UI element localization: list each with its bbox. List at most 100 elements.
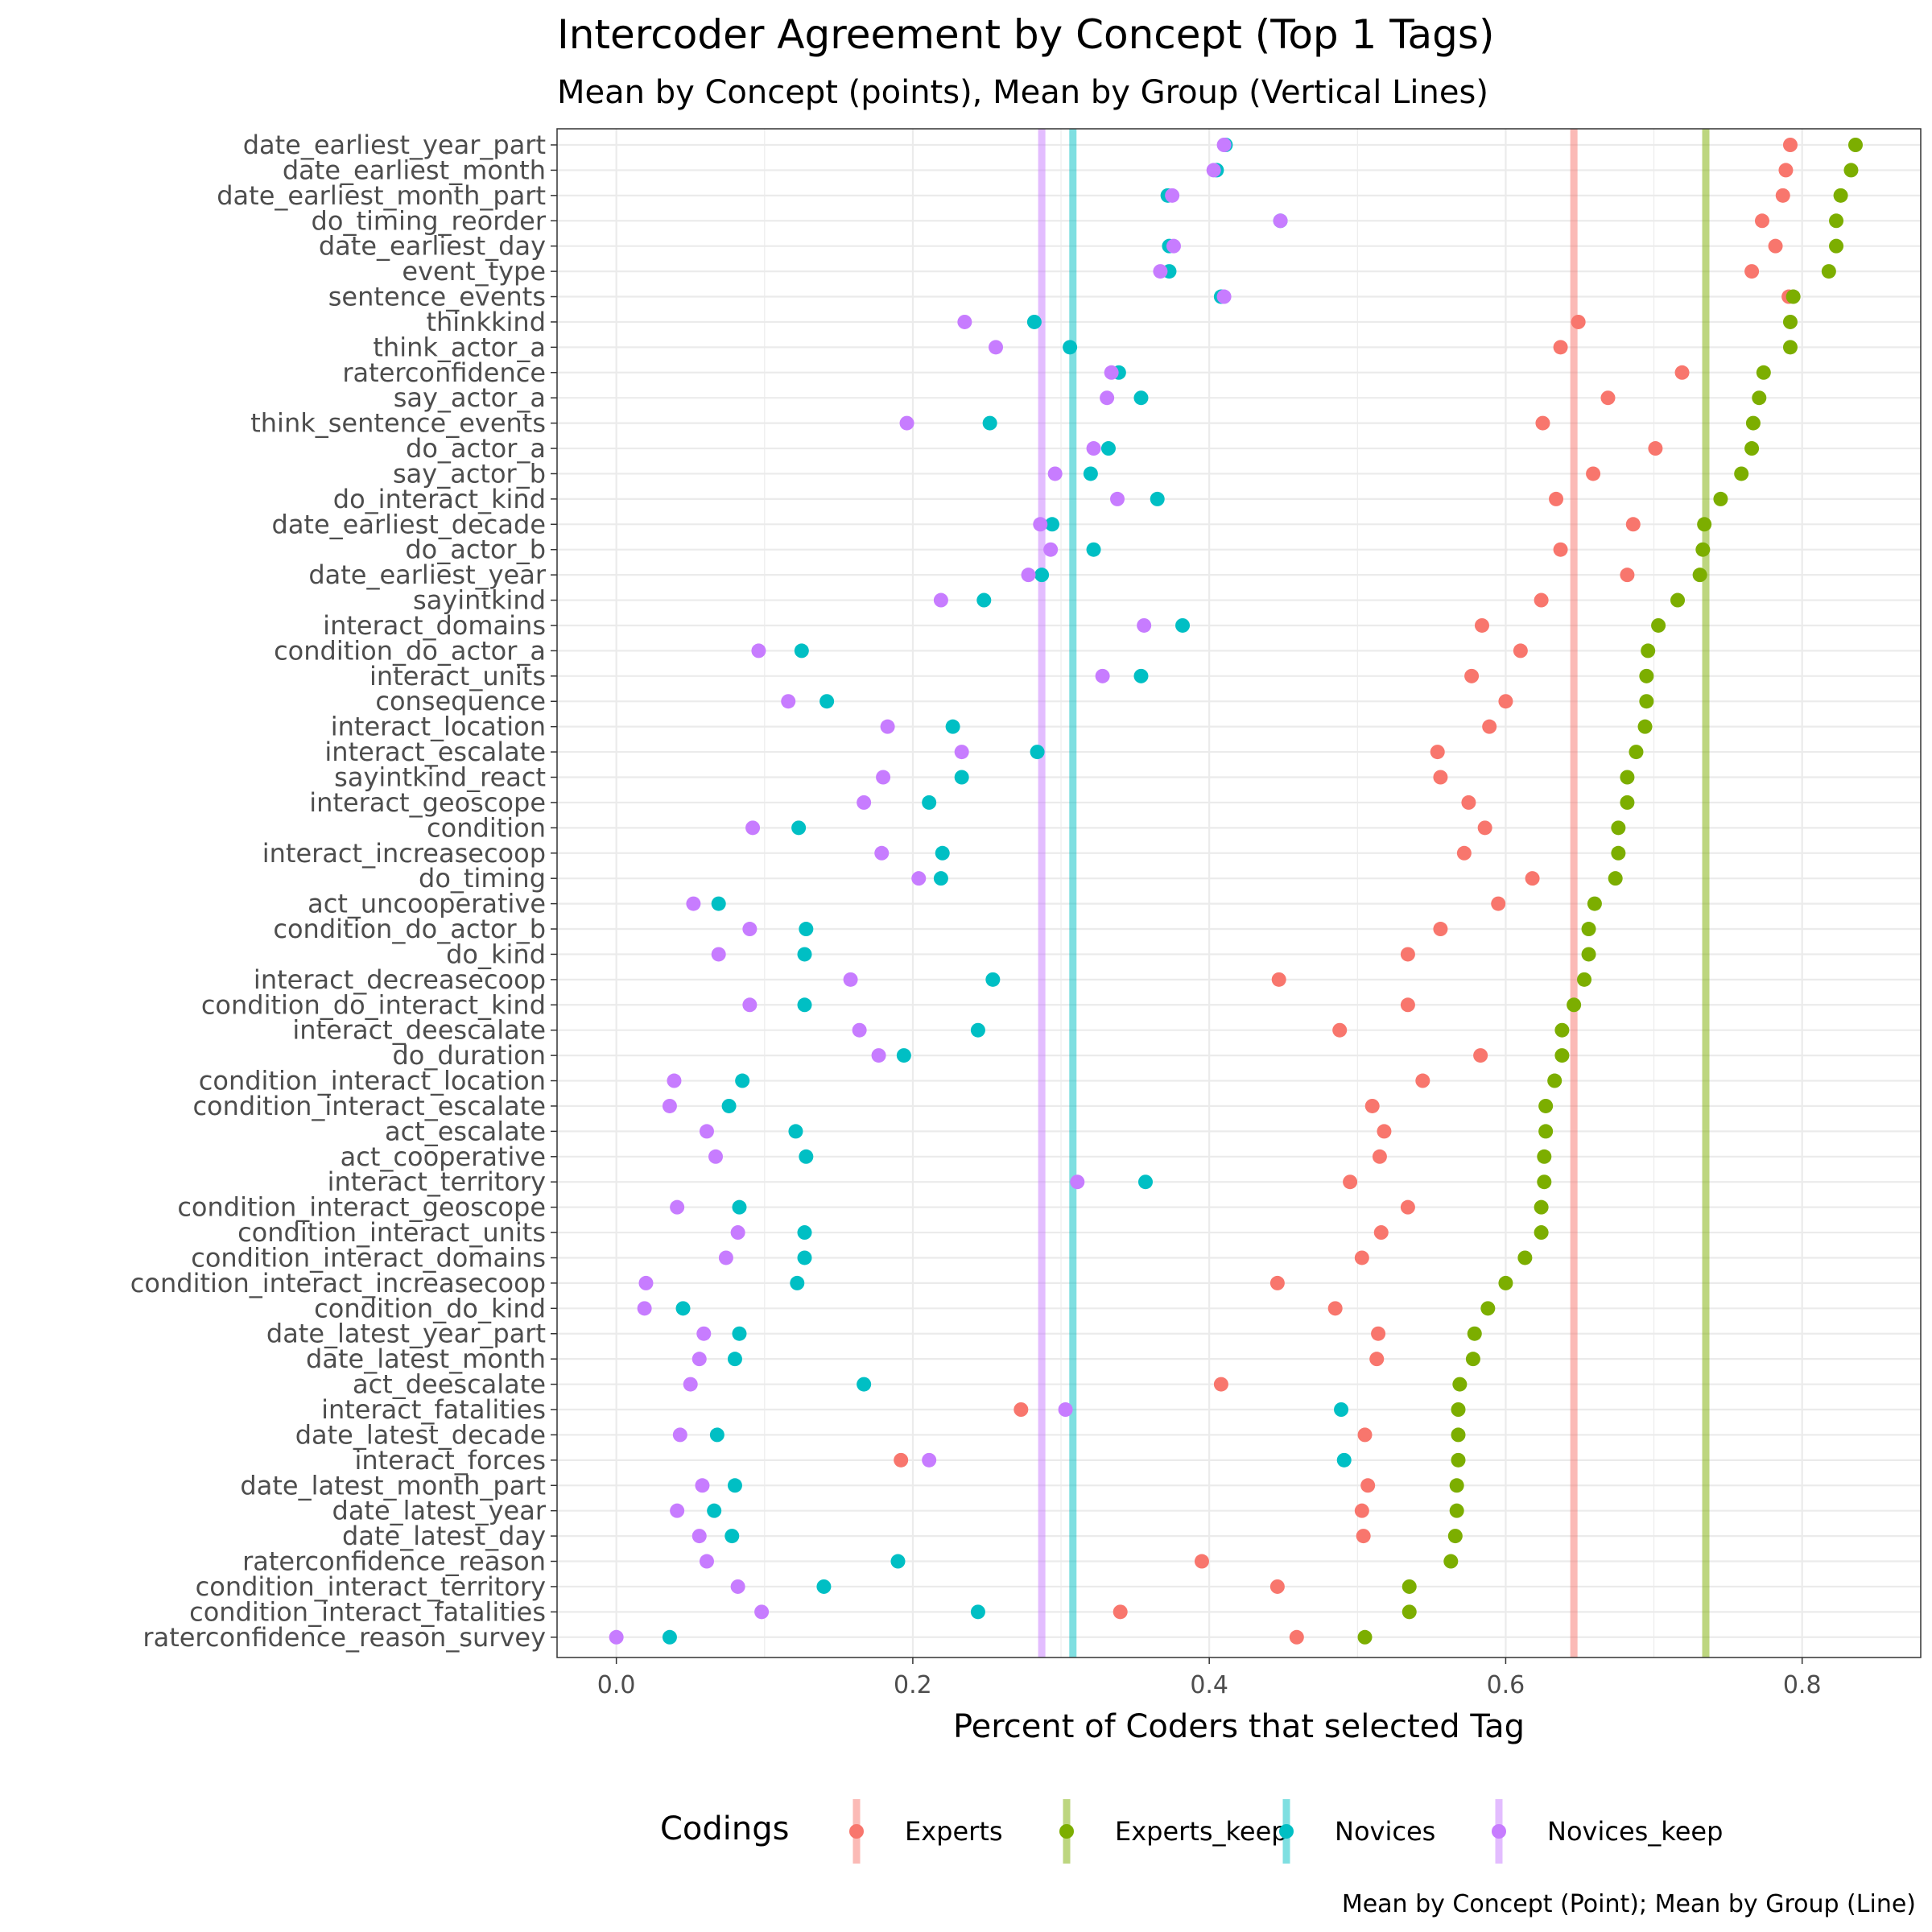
point-experts-keep <box>1534 1225 1549 1241</box>
point-novices-keep <box>874 845 890 861</box>
point-novices <box>985 972 1001 987</box>
point-experts <box>1782 138 1798 152</box>
point-experts-keep <box>1697 517 1712 532</box>
point-experts <box>1433 770 1448 785</box>
point-novices <box>721 1098 737 1113</box>
point-novices-keep <box>667 1073 682 1088</box>
y-tick-label: date_earliest_year_part <box>243 130 546 160</box>
legend-item-experts-keep: Experts_keep <box>1059 1799 1288 1864</box>
point-novices <box>711 896 726 911</box>
y-tick-label: do_duration <box>392 1040 546 1071</box>
point-experts-keep <box>1452 1377 1468 1392</box>
y-tick-label: date_earliest_day <box>319 231 546 262</box>
point-novices-keep <box>699 1554 714 1569</box>
point-novices <box>799 1149 814 1164</box>
point-novices-keep <box>1033 517 1048 532</box>
y-tick-label: date_earliest_month <box>283 155 546 185</box>
x-tick-label: 0.8 <box>1783 1671 1822 1699</box>
point-experts-keep <box>1641 643 1656 658</box>
point-novices-keep <box>1095 668 1110 683</box>
point-experts <box>1430 745 1445 760</box>
legend-item-novices-keep: Novices_keep <box>1492 1799 1723 1864</box>
point-novices <box>933 871 948 886</box>
point-experts <box>894 1452 909 1468</box>
point-novices-keep <box>718 1250 733 1265</box>
point-experts <box>1194 1554 1209 1569</box>
legend-item-experts: Experts <box>849 1799 1003 1864</box>
point-experts <box>1491 896 1506 911</box>
point-experts <box>1775 188 1790 203</box>
y-tick-label: condition_interact_units <box>237 1217 546 1248</box>
point-novices-keep <box>1206 163 1221 178</box>
point-experts <box>1377 1124 1392 1139</box>
point-novices <box>797 947 812 962</box>
point-experts-keep <box>1629 745 1644 760</box>
point-novices-keep <box>1110 491 1125 506</box>
legend-label: Experts <box>905 1816 1003 1847</box>
y-tick-label: date_earliest_month_part <box>217 180 546 211</box>
point-novices <box>1336 1452 1352 1468</box>
point-experts <box>1553 542 1568 557</box>
point-experts-keep <box>1829 238 1844 254</box>
point-novices-keep <box>1100 390 1115 406</box>
point-experts <box>1113 1604 1128 1620</box>
point-experts-keep <box>1534 1199 1549 1215</box>
point-novices-keep <box>699 1124 714 1139</box>
point-novices-keep <box>1021 568 1036 583</box>
x-tick-label: 0.6 <box>1487 1671 1525 1699</box>
y-tick-label: date_earliest_decade <box>272 509 547 539</box>
point-experts-keep <box>1451 1402 1466 1417</box>
point-novices-keep <box>781 694 796 709</box>
y-tick-label: condition_interact_increasecoop <box>130 1268 546 1298</box>
point-experts-keep <box>1745 415 1761 431</box>
point-experts <box>1754 213 1769 229</box>
point-novices <box>788 1124 803 1139</box>
legend-key-point <box>1279 1824 1294 1839</box>
point-experts-keep <box>1537 1149 1552 1164</box>
point-experts-keep <box>1829 213 1844 229</box>
point-novices <box>970 1604 985 1620</box>
point-novices-keep <box>1070 1174 1085 1190</box>
point-novices <box>976 592 992 608</box>
plot-background <box>557 129 1921 1657</box>
point-novices <box>816 1579 832 1594</box>
point-experts-keep <box>1734 466 1749 481</box>
y-tick-label: date_earliest_year <box>308 559 547 590</box>
y-tick-label: condition_do_kind <box>314 1293 546 1323</box>
point-novices <box>1026 314 1042 329</box>
y-tick-label: act_escalate <box>385 1116 546 1146</box>
point-experts <box>1369 1352 1385 1367</box>
point-novices-keep <box>751 643 766 658</box>
point-novices <box>727 1352 742 1367</box>
point-novices-keep <box>711 947 726 962</box>
y-tick-label: interact_fatalities <box>321 1394 546 1425</box>
y-tick-label: interact_domains <box>323 610 546 641</box>
point-experts-keep <box>1695 542 1711 557</box>
point-novices-keep <box>1047 466 1063 481</box>
point-novices <box>954 770 969 785</box>
legend-key-point <box>1492 1824 1506 1839</box>
plot-border <box>556 128 1922 1658</box>
point-novices-keep <box>1216 289 1232 304</box>
point-novices-keep <box>843 972 858 987</box>
y-tick-label: sentence_events <box>328 282 546 312</box>
point-experts <box>1400 947 1415 962</box>
y-tick-label: think_sentence_events <box>250 408 546 439</box>
point-novices-keep <box>1153 264 1168 279</box>
point-novices-keep <box>1137 617 1152 633</box>
point-experts-keep <box>1833 188 1848 203</box>
point-experts <box>1620 568 1635 583</box>
legend-label: Novices_keep <box>1547 1816 1723 1847</box>
point-experts <box>1332 1022 1348 1038</box>
point-experts-keep <box>1581 947 1596 962</box>
y-tick-label: condition_interact_location <box>199 1066 546 1096</box>
point-novices <box>1100 441 1116 456</box>
point-novices <box>662 1629 677 1645</box>
point-experts-keep <box>1651 617 1666 633</box>
y-tick-label: do_timing <box>419 863 546 894</box>
point-novices-keep <box>686 896 701 911</box>
y-tick-label: date_latest_year <box>332 1496 547 1526</box>
point-experts <box>1433 922 1448 937</box>
point-novices-keep <box>683 1377 698 1392</box>
point-experts-keep <box>1538 1124 1554 1139</box>
